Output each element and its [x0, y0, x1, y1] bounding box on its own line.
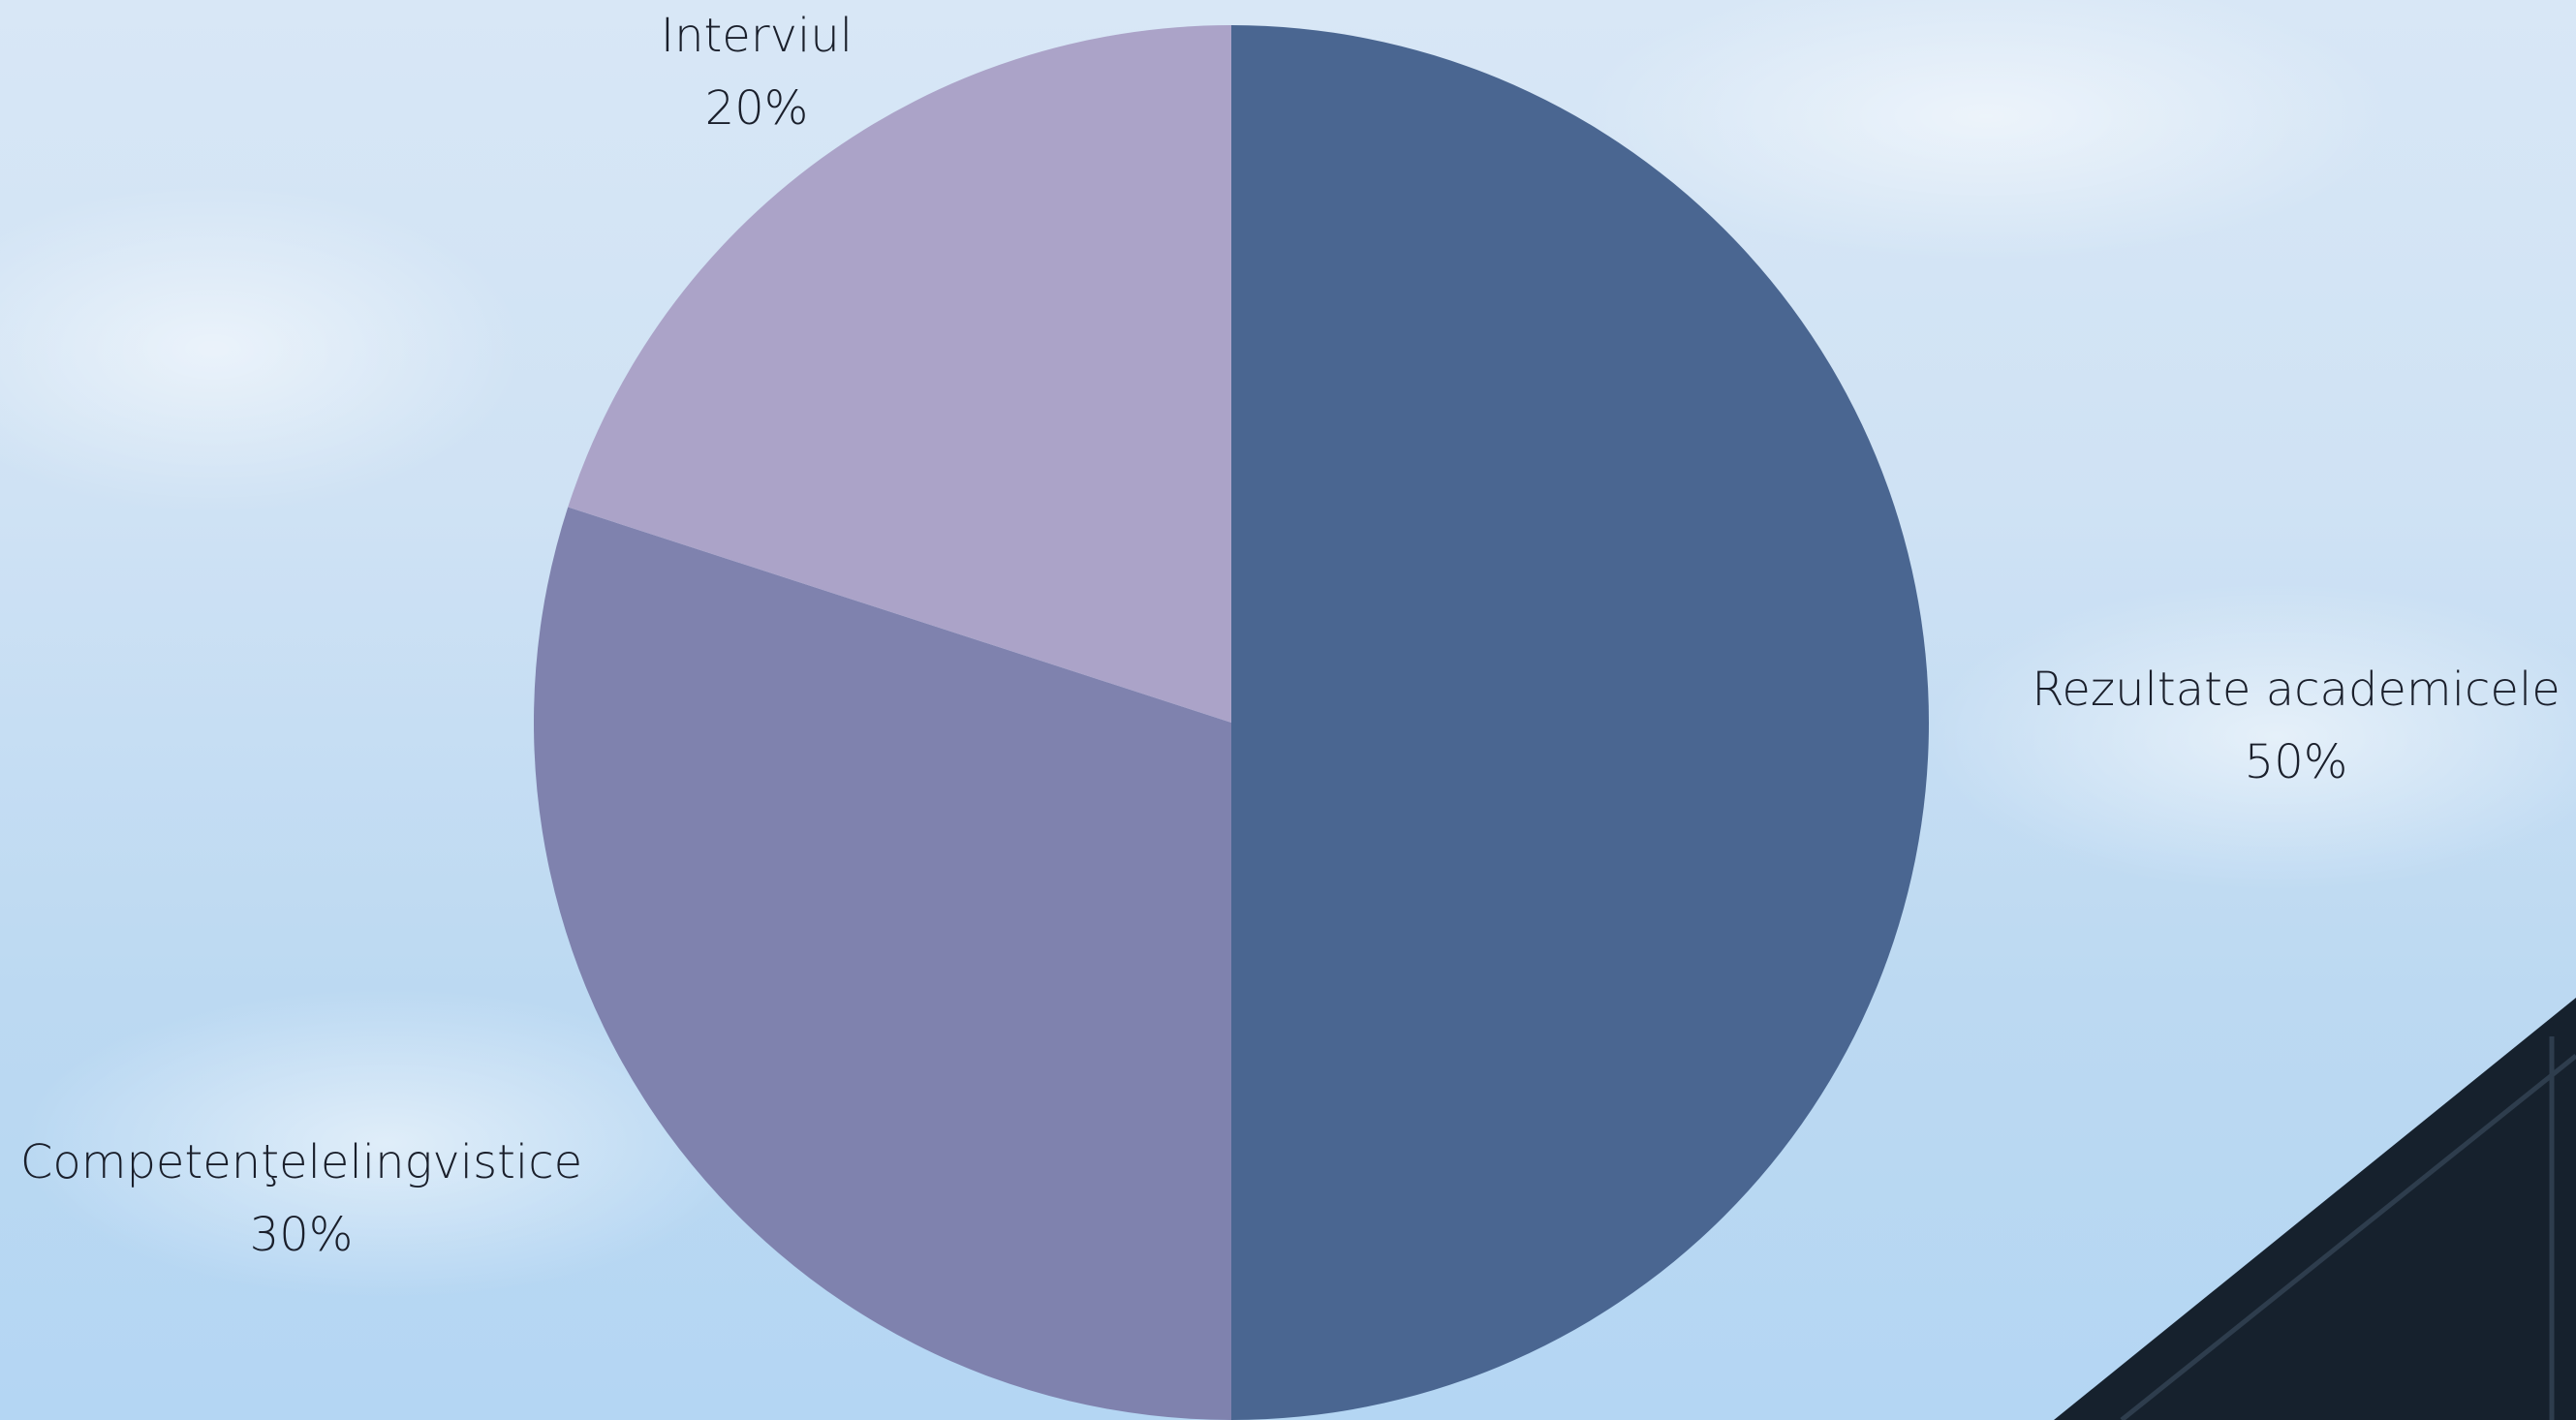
slice-value-label-1: 50% — [2245, 735, 2348, 789]
pie-labels: Rezultate academicele 50% Competenţeleling… — [20, 9, 2560, 1262]
sky-background — [0, 0, 2576, 1298]
pie-slices — [533, 25, 1929, 1420]
slice-value-label-2: 30% — [250, 1208, 354, 1262]
pie-slice-2 — [533, 507, 1231, 1420]
pie-slice-3 — [568, 25, 1231, 723]
building-silhouette — [2054, 998, 2576, 1420]
slice-value-label-3: 20% — [705, 81, 809, 136]
slice-label-3: Interviul — [661, 9, 853, 63]
slice-label-2: Competenţelelingvistice — [20, 1135, 582, 1189]
pie-slice-1 — [1231, 25, 1929, 1420]
slice-label-1: Rezultate academicele — [2032, 663, 2560, 717]
